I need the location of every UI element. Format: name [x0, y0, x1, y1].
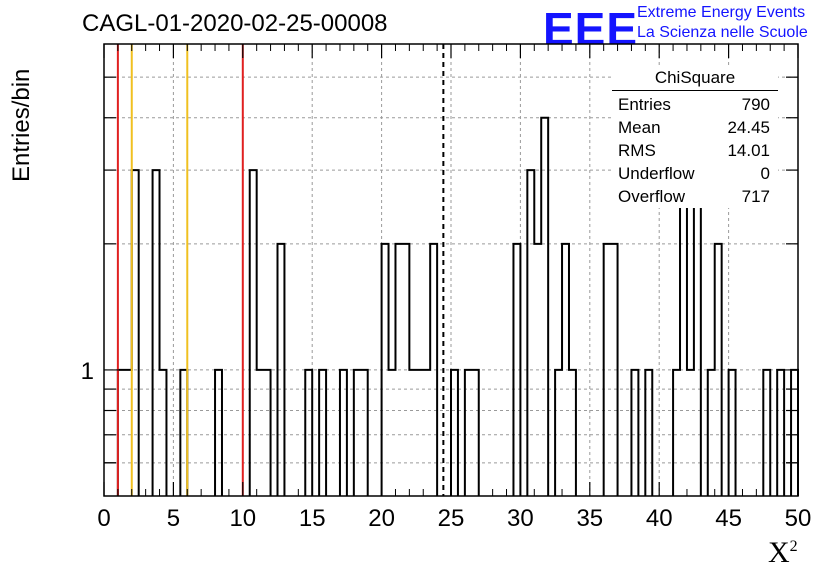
stats-label: Overflow [618, 187, 686, 206]
stats-value: 14.01 [727, 141, 770, 160]
stats-row-rms: RMS 14.01 [612, 139, 778, 162]
logo-subtitle-line1: Extreme Energy Events [637, 4, 806, 21]
stats-value: 0 [760, 164, 770, 183]
stats-label: Entries [618, 95, 671, 114]
stats-row-overflow: Overflow 717 [612, 185, 778, 208]
y-tick-label: 1 [81, 358, 94, 385]
chart-title: CAGL-01-2020-02-25-00008 [82, 10, 388, 37]
stats-row-underflow: Underflow 0 [612, 162, 778, 185]
stats-title: ChiSquare [612, 68, 778, 91]
stats-row-entries: Entries 790 [612, 93, 778, 116]
x-tick-label: 45 [715, 505, 742, 532]
stats-label: Underflow [618, 164, 695, 183]
x-tick-label: 5 [167, 505, 180, 532]
x-tick-label: 30 [507, 505, 534, 532]
x-tick-label: 40 [646, 505, 673, 532]
stats-label: RMS [618, 141, 656, 160]
stats-value: 24.45 [727, 118, 770, 137]
x-axis-label: X2 [768, 536, 798, 570]
x-tick-label: 15 [299, 505, 326, 532]
logo-subtitle-line2: La Scienza nelle Scuole [637, 24, 808, 41]
x-axis-label-superscript: 2 [789, 538, 798, 555]
x-tick-label: 10 [229, 505, 256, 532]
stats-row-mean: Mean 24.45 [612, 116, 778, 139]
x-axis-label-base: X [768, 536, 790, 569]
x-tick-label: 35 [576, 505, 603, 532]
stats-value: 790 [741, 95, 770, 114]
x-tick-label: 25 [438, 505, 465, 532]
stats-box: ChiSquare Entries 790 Mean 24.45 RMS 14.01 … [612, 68, 778, 208]
stats-value: 717 [741, 187, 770, 206]
x-tick-label: 20 [368, 505, 395, 532]
x-tick-label: 50 [785, 505, 812, 532]
stats-label: Mean [618, 118, 661, 137]
x-tick-label: 0 [97, 505, 110, 532]
